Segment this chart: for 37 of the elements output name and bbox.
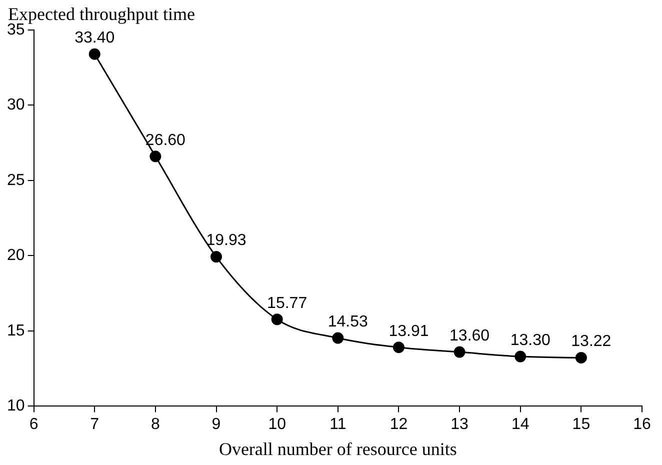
point — [150, 150, 162, 162]
data-label: 15.77 — [267, 294, 308, 312]
y-tick-label: 30 — [7, 96, 25, 114]
data-label: 13.30 — [510, 332, 550, 349]
x-tick-label: 14 — [511, 416, 530, 434]
y-tick-label: 10 — [7, 398, 25, 415]
x-tick-label: 7 — [90, 416, 100, 434]
data-label: 33.40 — [74, 29, 115, 46]
point — [88, 48, 100, 60]
x-tick-label: 8 — [150, 416, 160, 434]
x-axis-title: Overall number of resource units — [218, 438, 457, 459]
x-tick-label: 9 — [212, 416, 221, 434]
point — [332, 332, 344, 344]
y-tick-label: 20 — [7, 247, 25, 264]
point — [210, 251, 222, 263]
data-label: 26.60 — [145, 132, 186, 149]
point — [454, 346, 466, 358]
data-label: 14.53 — [328, 313, 368, 330]
x-tick-label: 12 — [390, 416, 408, 434]
x-tick-label: 15 — [572, 416, 590, 434]
x-tick-label: 10 — [268, 416, 286, 434]
data-label: 19.93 — [206, 232, 246, 250]
y-axis-title: Expected throughput time — [8, 4, 195, 24]
y-tick-label: 15 — [7, 322, 25, 340]
x-tick-label: 11 — [330, 416, 346, 434]
x-tick-label: 13 — [450, 416, 469, 434]
data-label: 13.91 — [388, 322, 429, 340]
point — [514, 350, 526, 362]
y-tick-label: 25 — [7, 172, 25, 189]
point — [271, 314, 283, 326]
data-label: 13.22 — [571, 333, 612, 350]
x-tick-label: 6 — [29, 416, 38, 434]
point — [392, 342, 404, 354]
y-tick-label: 35 — [7, 21, 25, 38]
x-tick-label: 16 — [633, 416, 651, 434]
data-label: 13.60 — [450, 327, 490, 344]
point — [575, 352, 587, 364]
